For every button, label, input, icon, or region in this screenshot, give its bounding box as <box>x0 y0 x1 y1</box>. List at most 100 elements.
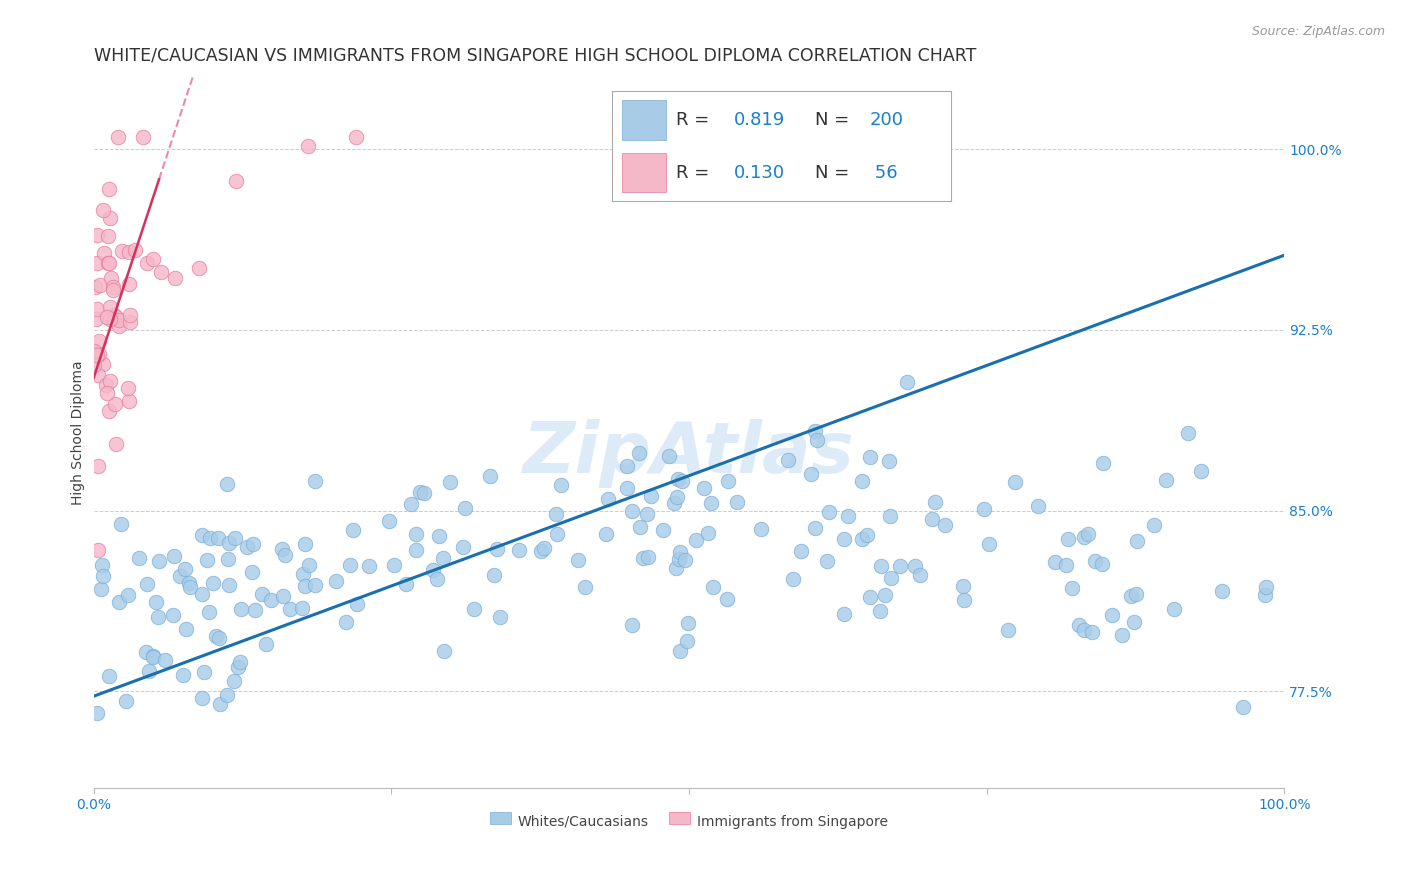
Point <box>103 283 125 297</box>
Point <box>135 256 157 270</box>
Point <box>668 473 690 487</box>
Point <box>145 595 167 609</box>
Point <box>1111 628 1133 642</box>
Text: Source: ZipAtlas.com: Source: ZipAtlas.com <box>1251 25 1385 38</box>
Point <box>90 582 112 596</box>
Point <box>103 308 125 322</box>
Point <box>1163 602 1185 616</box>
Point <box>1004 475 1026 489</box>
Point <box>904 559 927 574</box>
Point <box>818 505 841 519</box>
Point <box>97 255 120 269</box>
Point <box>169 569 191 583</box>
Point <box>697 526 720 541</box>
Point <box>136 577 159 591</box>
Point <box>451 540 474 554</box>
Point <box>91 558 114 572</box>
Y-axis label: High School Diploma: High School Diploma <box>72 360 86 505</box>
Point <box>163 270 186 285</box>
Point <box>567 553 589 567</box>
Point <box>187 260 209 275</box>
Point <box>616 458 638 473</box>
Point <box>87 334 110 348</box>
Point <box>409 485 432 500</box>
Point <box>179 575 201 590</box>
Point <box>217 688 239 702</box>
Point <box>193 665 215 679</box>
Point <box>254 637 277 651</box>
Point <box>195 553 218 567</box>
Point <box>117 589 139 603</box>
Point <box>114 694 136 708</box>
Point <box>104 310 127 325</box>
Point <box>346 597 368 611</box>
Point <box>804 424 827 438</box>
Point <box>749 523 772 537</box>
Point <box>86 706 108 720</box>
Point <box>87 459 110 474</box>
Point <box>107 130 129 145</box>
Point <box>179 580 201 594</box>
Point <box>104 397 127 411</box>
Point <box>832 607 855 621</box>
Point <box>1054 558 1077 572</box>
Point <box>378 514 401 528</box>
Point <box>700 496 723 510</box>
Point <box>815 554 838 568</box>
Point <box>1189 463 1212 477</box>
Point <box>217 552 239 566</box>
Point <box>508 542 530 557</box>
Point <box>879 508 901 523</box>
Point <box>228 660 250 674</box>
Point <box>98 311 121 326</box>
Point <box>482 568 505 582</box>
Point <box>668 544 690 558</box>
Point <box>294 579 316 593</box>
Point <box>163 549 186 564</box>
Point <box>291 566 314 581</box>
Point <box>138 664 160 678</box>
Point <box>222 674 245 689</box>
Point <box>640 489 662 503</box>
Point <box>84 311 107 326</box>
Point <box>1060 582 1083 596</box>
Point <box>291 600 314 615</box>
Point <box>218 578 240 592</box>
Point <box>433 644 456 658</box>
Point <box>422 564 444 578</box>
Point <box>869 604 891 618</box>
Point <box>832 532 855 546</box>
Point <box>405 542 427 557</box>
Point <box>342 523 364 537</box>
Point <box>997 624 1019 638</box>
Point <box>110 517 132 532</box>
Point <box>908 567 931 582</box>
Point <box>120 315 142 329</box>
Point <box>357 558 380 573</box>
Point <box>666 490 689 504</box>
Point <box>702 580 724 594</box>
Point <box>142 649 165 664</box>
Point <box>111 244 134 258</box>
Point <box>97 229 120 244</box>
Point <box>98 668 121 682</box>
Point <box>789 543 811 558</box>
Point <box>804 521 827 535</box>
Point <box>142 649 165 664</box>
Point <box>620 618 643 632</box>
Point <box>118 394 141 409</box>
Point <box>651 524 673 538</box>
Point <box>229 602 252 616</box>
Point <box>96 385 118 400</box>
Point <box>668 552 690 566</box>
Point <box>344 130 367 145</box>
Point <box>1084 554 1107 568</box>
Point <box>1077 526 1099 541</box>
Point <box>298 558 321 573</box>
Point <box>1026 499 1049 513</box>
Point <box>1119 589 1142 603</box>
Point <box>546 526 568 541</box>
Point <box>86 228 108 243</box>
Point <box>405 526 427 541</box>
Point <box>685 533 707 548</box>
